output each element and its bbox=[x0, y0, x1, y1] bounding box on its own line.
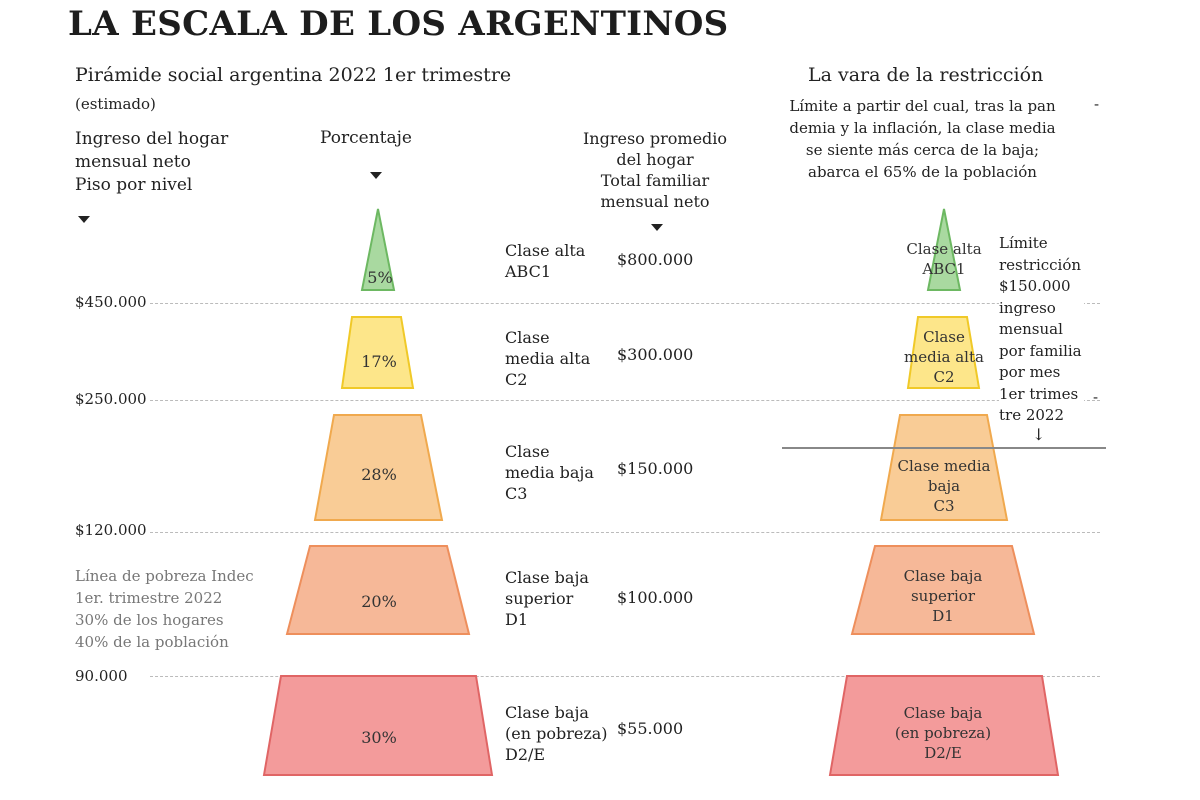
threshold-line bbox=[150, 532, 1100, 533]
threshold-line bbox=[150, 400, 1100, 401]
right-class-label: Clase alta ABC1 bbox=[906, 240, 982, 278]
column-header-ingreso: Ingreso del hogar mensual neto Piso por … bbox=[75, 129, 229, 195]
average-income-value: $55.000 bbox=[617, 719, 684, 738]
restriction-limit-note: Límite restricción $150.000 ingreso mens… bbox=[999, 233, 1084, 427]
percent-label: 17% bbox=[361, 352, 397, 371]
down-arrow-icon bbox=[370, 172, 382, 179]
estimado-note: (estimado) bbox=[75, 95, 156, 113]
class-name-label: Clase baja superior D1 bbox=[505, 568, 589, 629]
threshold-line bbox=[150, 303, 1100, 304]
percent-label: 28% bbox=[361, 465, 397, 484]
class-name-label: Clase alta ABC1 bbox=[505, 241, 586, 281]
right-subtitle: La vara de la restricción bbox=[808, 64, 1044, 86]
restriction-description: Límite a partir del cual, tras la pan de… bbox=[789, 97, 1056, 181]
right-class-label: Clase media alta C2 bbox=[904, 328, 984, 386]
shape-right-clase-baja-superior bbox=[850, 545, 1036, 635]
threshold-label: $250.000 bbox=[75, 390, 147, 408]
average-income-value: $800.000 bbox=[617, 250, 694, 269]
page-title: LA ESCALA DE LOS ARGENTINOS bbox=[68, 4, 729, 44]
average-income-value: $300.000 bbox=[617, 345, 694, 364]
threshold-label: $450.000 bbox=[75, 293, 147, 311]
right-class-label: Clase baja superior D1 bbox=[903, 567, 983, 625]
shape-right-clase-media-baja bbox=[879, 414, 1009, 521]
shape-right-clase-media-alta bbox=[906, 316, 981, 389]
column-header-porcentaje: Porcentaje bbox=[320, 128, 412, 148]
percent-label: 30% bbox=[361, 728, 397, 747]
threshold-label: 90.000 bbox=[75, 667, 128, 685]
column-header-promedio: Ingreso promedio del hogar Total familia… bbox=[582, 129, 728, 211]
down-arrow-icon bbox=[651, 224, 663, 231]
class-name-label: Clase media alta C2 bbox=[505, 328, 591, 389]
shape-right-clase-baja-pobreza bbox=[828, 675, 1060, 776]
right-class-label: Clase baja (en pobreza) D2/E bbox=[894, 704, 992, 762]
left-subtitle: Pirámide social argentina 2022 1er trime… bbox=[75, 64, 512, 86]
class-name-label: Clase media baja C3 bbox=[505, 442, 594, 503]
shape-clase-baja-pobreza bbox=[262, 675, 494, 776]
limit-arrow-icon: ↓ bbox=[1032, 425, 1046, 444]
average-income-value: $100.000 bbox=[617, 588, 694, 607]
threshold-line bbox=[150, 676, 1100, 677]
threshold-label: $120.000 bbox=[75, 521, 147, 539]
shape-clase-baja-superior bbox=[285, 545, 471, 635]
hyphen-mark: - bbox=[1093, 388, 1099, 406]
down-arrow-icon bbox=[78, 216, 90, 223]
poverty-line-note: Línea de pobreza Indec 1er. trimestre 20… bbox=[75, 567, 254, 651]
shape-clase-media-alta bbox=[340, 316, 415, 389]
percent-label: 5% bbox=[367, 268, 393, 287]
hyphen-mark: - bbox=[1094, 95, 1100, 113]
class-name-label: Clase baja (en pobreza) D2/E bbox=[505, 703, 608, 764]
restriction-limit-line bbox=[782, 447, 1106, 449]
shape-clase-alta bbox=[360, 208, 396, 291]
shape-right-clase-alta bbox=[926, 208, 962, 291]
percent-label: 20% bbox=[361, 592, 397, 611]
right-class-label: Clase media baja C3 bbox=[897, 457, 991, 515]
shape-clase-media-baja bbox=[313, 414, 444, 521]
average-income-value: $150.000 bbox=[617, 459, 694, 478]
